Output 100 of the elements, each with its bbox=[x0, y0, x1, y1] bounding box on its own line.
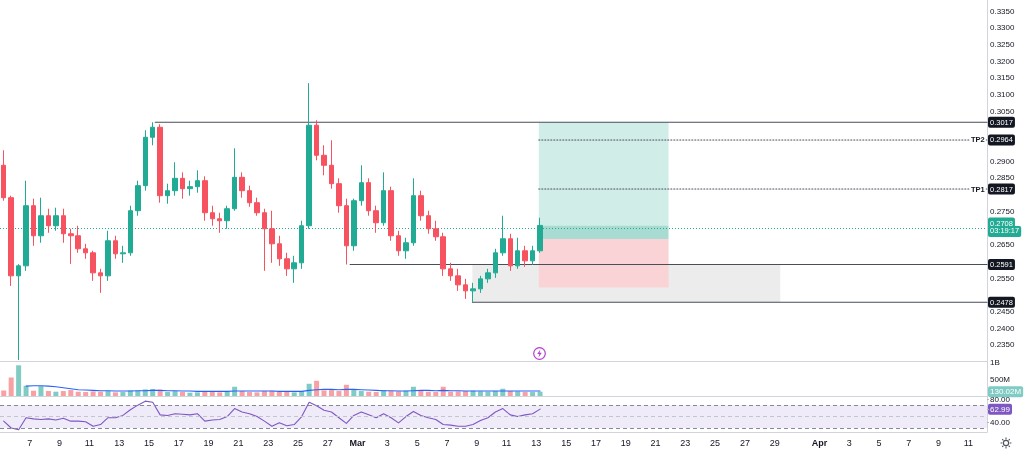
candlestick bbox=[463, 278, 468, 300]
bar bbox=[321, 390, 327, 396]
bar bbox=[530, 392, 536, 396]
bar bbox=[68, 390, 74, 396]
x-tick-label: 7 bbox=[906, 437, 912, 448]
bar bbox=[366, 391, 372, 396]
candlestick bbox=[426, 210, 431, 235]
x-tick-label: 19 bbox=[620, 437, 631, 448]
bar bbox=[90, 391, 96, 396]
candlestick bbox=[165, 183, 170, 205]
x-tick-label: 9 bbox=[474, 437, 480, 448]
bar bbox=[31, 390, 37, 396]
x-tick-label: 21 bbox=[233, 437, 244, 448]
bar bbox=[60, 391, 66, 396]
candlestick bbox=[396, 230, 401, 257]
candlestick bbox=[470, 282, 476, 303]
candlestick bbox=[262, 208, 267, 272]
candlestick bbox=[254, 197, 260, 217]
candlestick bbox=[239, 171, 245, 199]
candlestick bbox=[530, 245, 535, 266]
candlestick bbox=[277, 235, 282, 267]
candlestick bbox=[321, 144, 327, 176]
candlestick bbox=[195, 169, 200, 194]
candlestick bbox=[150, 121, 155, 146]
bar bbox=[448, 391, 454, 396]
x-tick-label: 9 bbox=[57, 437, 63, 448]
y-tick-label: 500M bbox=[990, 374, 1011, 384]
candlestick bbox=[284, 252, 290, 277]
x-tick-label: 13 bbox=[531, 437, 542, 448]
bar bbox=[433, 392, 439, 396]
bar bbox=[388, 391, 394, 396]
candlestick bbox=[381, 171, 386, 227]
candlestick bbox=[16, 263, 21, 361]
bar bbox=[112, 392, 118, 396]
candlestick bbox=[217, 212, 222, 234]
y-tick-label: 0.3250 bbox=[990, 39, 1016, 49]
bar bbox=[165, 392, 171, 396]
x-tick-label: 27 bbox=[739, 437, 750, 448]
y-tick-label: 0.3350 bbox=[990, 6, 1016, 16]
bar bbox=[314, 380, 320, 396]
y-tick-label: 0.2350 bbox=[990, 340, 1016, 350]
candlestick bbox=[232, 147, 237, 212]
bar bbox=[217, 392, 223, 396]
x-tick-label: 25 bbox=[710, 437, 721, 448]
candlestick bbox=[135, 180, 141, 217]
y-tick-label: 62.99 bbox=[990, 404, 1011, 414]
bar bbox=[120, 392, 126, 396]
y-tick-label: 0.2850 bbox=[990, 173, 1016, 183]
bar bbox=[8, 377, 14, 396]
x-tick-label: 7 bbox=[27, 437, 33, 448]
bar bbox=[1, 390, 7, 396]
candlestick bbox=[485, 268, 491, 284]
bar bbox=[172, 391, 178, 396]
x-tick-label: 5 bbox=[414, 437, 420, 448]
x-tick-label: 23 bbox=[263, 437, 274, 448]
bar bbox=[180, 392, 185, 396]
candlestick bbox=[172, 161, 178, 197]
candlestick bbox=[359, 164, 364, 207]
y-tick-label: 0.3150 bbox=[990, 73, 1016, 83]
candlestick bbox=[120, 245, 126, 264]
candlestick bbox=[143, 129, 148, 192]
candlestick bbox=[61, 208, 66, 244]
x-tick-label: 9 bbox=[936, 437, 942, 448]
x-tick-label: 25 bbox=[292, 437, 303, 448]
y-tick-label: 1B bbox=[990, 358, 1000, 368]
bar bbox=[276, 392, 282, 396]
bar bbox=[254, 392, 260, 396]
x-tick-label: 21 bbox=[650, 437, 661, 448]
bar bbox=[247, 392, 253, 396]
x-tick-label: 3 bbox=[846, 437, 852, 448]
x-tick-label: 29 bbox=[769, 437, 780, 448]
y-tick-label: 0.2400 bbox=[990, 323, 1016, 333]
y-tick-label: 130.02M bbox=[990, 387, 1022, 397]
bar bbox=[306, 383, 312, 396]
x-tick-label: 11 bbox=[963, 437, 974, 448]
candlestick bbox=[105, 230, 111, 282]
bar bbox=[16, 365, 22, 396]
y-tick-label: 0.2650 bbox=[990, 240, 1016, 250]
candlestick bbox=[329, 139, 334, 190]
bar bbox=[336, 391, 342, 396]
bar bbox=[75, 391, 81, 396]
y-tick-label: 0.3100 bbox=[990, 90, 1016, 100]
candlestick bbox=[388, 186, 394, 242]
candlestick bbox=[314, 119, 319, 161]
bar bbox=[425, 391, 431, 396]
bar bbox=[537, 391, 543, 396]
y-tick-label: 0.2550 bbox=[990, 273, 1016, 283]
candlestick bbox=[46, 208, 51, 234]
candlestick bbox=[247, 185, 252, 208]
bar bbox=[522, 392, 528, 396]
bar bbox=[38, 386, 44, 396]
line-series bbox=[3, 400, 541, 431]
bar bbox=[194, 392, 200, 396]
bar bbox=[284, 391, 290, 396]
bar bbox=[455, 391, 461, 396]
candlestick bbox=[113, 235, 118, 260]
y-tick-label: 0.3200 bbox=[990, 56, 1016, 66]
y-tick-label: 0.3300 bbox=[990, 23, 1016, 33]
bar bbox=[135, 390, 141, 396]
bar bbox=[105, 391, 111, 396]
